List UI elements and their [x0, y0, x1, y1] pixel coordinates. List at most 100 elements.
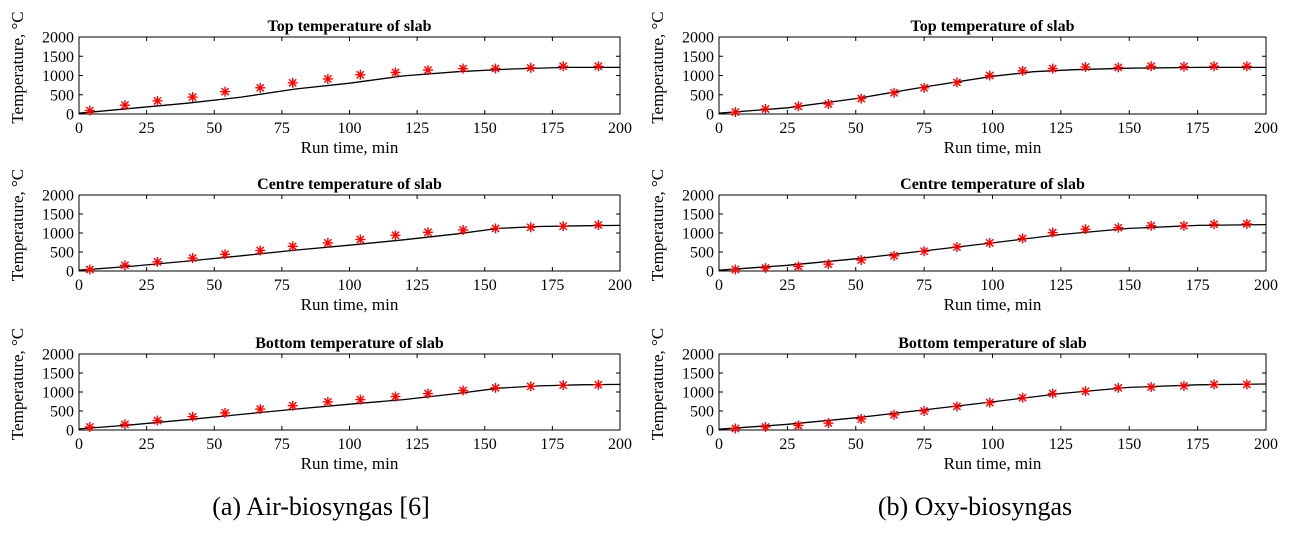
- marker-stroke: [288, 242, 297, 251]
- x-tick-label: 100: [338, 120, 362, 137]
- marker-stroke: [1147, 382, 1156, 392]
- y-tick-label: 0: [706, 423, 714, 440]
- plot-frame: [78, 36, 621, 115]
- marker-stroke: [526, 63, 535, 72]
- chart-panel: 0 25 50 75 100 125 150 175 2000500100015002000Bo…: [648, 328, 1278, 473]
- marker-stroke: [889, 251, 899, 260]
- marker-stroke: [120, 261, 130, 270]
- y-tick-label: 1000: [42, 385, 74, 402]
- data-point: [823, 418, 834, 429]
- data-point: [322, 73, 333, 84]
- data-point: [1113, 62, 1124, 73]
- x-tick-label: 175: [1186, 120, 1210, 137]
- marker-stroke: [1018, 234, 1027, 243]
- data-point: [1146, 61, 1157, 72]
- y-tick-label: 2000: [42, 347, 74, 364]
- x-tick-label: 200: [608, 120, 632, 137]
- marker-stroke: [188, 412, 197, 421]
- x-tick-label: 200: [1254, 120, 1278, 137]
- data-point: [760, 262, 771, 273]
- marker-stroke: [731, 107, 740, 117]
- marker-stroke: [824, 99, 833, 109]
- data-point: [984, 397, 995, 408]
- x-tick-label: 0: [75, 277, 83, 294]
- marker-stroke: [594, 380, 603, 389]
- y-tick-label: 500: [50, 404, 74, 421]
- data-point: [984, 237, 995, 248]
- data-point: [889, 87, 900, 98]
- data-point: [422, 65, 433, 76]
- y-axis-label: Temperature, °C: [648, 328, 667, 440]
- marker-stroke: [1018, 393, 1027, 402]
- x-tick-label: 175: [1186, 277, 1210, 294]
- data-point: [119, 260, 130, 271]
- data-point: [730, 264, 741, 275]
- marker-stroke: [356, 395, 365, 404]
- y-tick-label: 0: [706, 264, 714, 281]
- marker-stroke: [761, 263, 770, 273]
- y-tick-label: 1500: [682, 207, 714, 224]
- data-point: [458, 385, 469, 396]
- data-point: [984, 70, 995, 81]
- y-tick-label: 500: [50, 245, 74, 262]
- data-point: [1209, 379, 1220, 390]
- x-tick-label: 0: [715, 277, 723, 294]
- marker-stroke: [1114, 223, 1123, 232]
- data-point: [525, 222, 536, 233]
- series-line: [78, 383, 621, 430]
- x-tick-label: 75: [274, 277, 290, 294]
- y-axis-label: Temperature, °C: [8, 328, 27, 440]
- data-point: [1146, 220, 1157, 231]
- marker-stroke: [256, 246, 265, 255]
- data-point: [951, 77, 962, 88]
- marker-stroke: [985, 71, 994, 80]
- data-point: [1209, 61, 1220, 72]
- chart-panel: 0 25 50 75 100 125 150 175 2000500100015002000To…: [8, 11, 632, 157]
- chart-title: Centre temperature of slab: [900, 176, 1085, 193]
- x-axis-label: Run time, min: [301, 454, 399, 473]
- data-point: [119, 100, 130, 111]
- data-point: [152, 95, 163, 106]
- data-point: [793, 101, 804, 112]
- data-point: [220, 86, 231, 97]
- data-point: [287, 241, 298, 252]
- y-tick-label: 0: [66, 423, 74, 440]
- data-point: [287, 400, 298, 411]
- marker-stroke: [459, 386, 468, 395]
- marker-stroke: [323, 397, 332, 406]
- marker-stroke: [356, 235, 365, 244]
- marker-stroke: [952, 402, 962, 411]
- marker-stroke: [857, 414, 866, 424]
- data-point: [119, 419, 130, 430]
- y-tick-label: 1500: [42, 49, 74, 66]
- data-point: [355, 69, 366, 80]
- data-point: [951, 401, 962, 412]
- marker-stroke: [1114, 63, 1123, 72]
- x-tick-label: 200: [608, 277, 632, 294]
- data-point: [1080, 224, 1091, 235]
- x-tick-label: 25: [139, 120, 155, 137]
- y-axis-label: Temperature, °C: [648, 11, 667, 123]
- y-axis-label: Temperature, °C: [8, 11, 27, 123]
- x-tick-label: 75: [916, 436, 932, 453]
- data-point: [793, 261, 804, 272]
- data-point: [1241, 379, 1252, 390]
- plot-frame: [718, 353, 1267, 431]
- y-tick-label: 1000: [42, 226, 74, 243]
- data-point: [593, 220, 604, 231]
- data-point: [187, 411, 198, 422]
- marker-stroke: [985, 398, 994, 407]
- x-tick-label: 75: [916, 277, 932, 294]
- marker-stroke: [889, 410, 899, 419]
- data-point: [1047, 227, 1058, 238]
- marker-stroke: [1179, 381, 1189, 391]
- marker-stroke: [423, 389, 433, 398]
- x-tick-label: 125: [405, 277, 429, 294]
- y-tick-label: 2000: [682, 347, 714, 364]
- panels: 0 25 50 75 100 125 150 175 2000500100015002000To…: [8, 11, 1278, 473]
- data-point: [152, 415, 163, 426]
- data-point: [558, 380, 569, 391]
- x-axis-label: Run time, min: [944, 295, 1042, 314]
- marker-stroke: [120, 420, 130, 429]
- marker-stroke: [920, 406, 929, 416]
